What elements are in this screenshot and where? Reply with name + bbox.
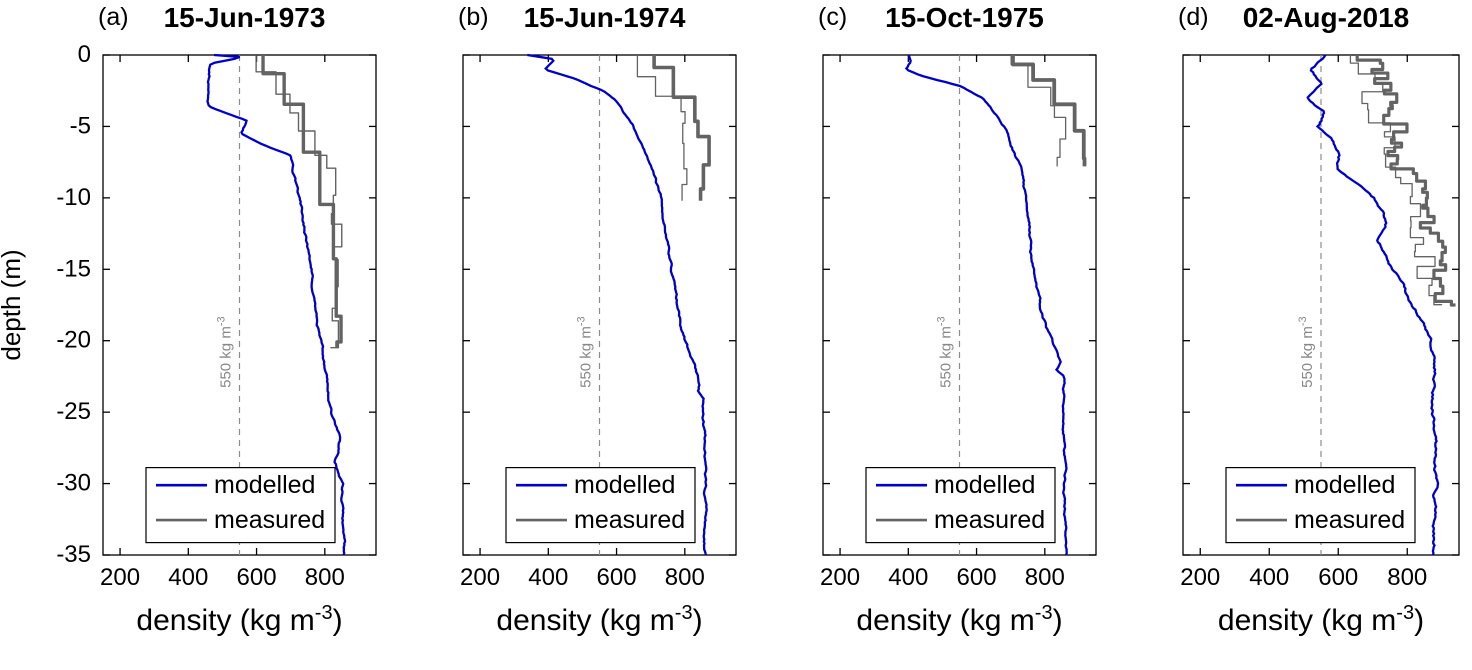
svg-text:600: 600 xyxy=(957,564,997,591)
svg-text:measured: measured xyxy=(574,506,685,534)
svg-text:400: 400 xyxy=(1249,564,1289,591)
svg-text:550 kg m-3: 550 kg m-3 xyxy=(1297,316,1316,387)
svg-text:-35: -35 xyxy=(56,541,91,568)
svg-text:(d): (d) xyxy=(1178,3,1209,31)
svg-text:modelled: modelled xyxy=(934,471,1035,499)
svg-text:-10: -10 xyxy=(56,184,91,211)
svg-text:600: 600 xyxy=(237,564,277,591)
svg-text:400: 400 xyxy=(168,564,208,591)
svg-text:density (kg m-3): density (kg m-3) xyxy=(856,602,1062,637)
svg-text:modelled: modelled xyxy=(1294,471,1395,499)
svg-text:02-Aug-2018: 02-Aug-2018 xyxy=(1243,2,1410,33)
svg-text:modelled: modelled xyxy=(214,471,315,499)
svg-text:depth (m): depth (m) xyxy=(0,249,26,360)
svg-text:15-Jun-1974: 15-Jun-1974 xyxy=(524,2,686,33)
svg-text:(a): (a) xyxy=(98,3,129,31)
svg-text:15-Oct-1975: 15-Oct-1975 xyxy=(885,2,1044,33)
svg-text:550 kg m-3: 550 kg m-3 xyxy=(936,316,955,387)
svg-text:200: 200 xyxy=(460,564,500,591)
svg-text:modelled: modelled xyxy=(574,471,675,499)
svg-text:density (kg m-3): density (kg m-3) xyxy=(496,602,702,637)
svg-text:density (kg m-3): density (kg m-3) xyxy=(136,602,342,637)
svg-text:-25: -25 xyxy=(56,398,91,425)
svg-text:550 kg m-3: 550 kg m-3 xyxy=(576,316,595,387)
svg-text:800: 800 xyxy=(1025,564,1065,591)
svg-text:800: 800 xyxy=(305,564,345,591)
svg-text:600: 600 xyxy=(597,564,637,591)
svg-text:-5: -5 xyxy=(70,112,91,139)
svg-text:600: 600 xyxy=(1318,564,1358,591)
svg-text:800: 800 xyxy=(665,564,705,591)
svg-text:measured: measured xyxy=(1294,506,1405,534)
svg-text:(c): (c) xyxy=(818,3,847,31)
svg-text:550 kg m-3: 550 kg m-3 xyxy=(216,316,235,387)
svg-text:-20: -20 xyxy=(56,327,91,354)
svg-text:measured: measured xyxy=(214,506,325,534)
svg-text:400: 400 xyxy=(528,564,568,591)
svg-text:-30: -30 xyxy=(56,470,91,497)
svg-text:density (kg m-3): density (kg m-3) xyxy=(1218,602,1424,637)
svg-text:-15: -15 xyxy=(56,255,91,282)
svg-text:800: 800 xyxy=(1387,564,1427,591)
svg-text:200: 200 xyxy=(1180,564,1220,591)
svg-text:15-Jun-1973: 15-Jun-1973 xyxy=(164,2,326,33)
svg-text:200: 200 xyxy=(100,564,140,591)
svg-text:(b): (b) xyxy=(458,3,489,31)
svg-text:400: 400 xyxy=(888,564,928,591)
svg-text:200: 200 xyxy=(820,564,860,591)
svg-text:0: 0 xyxy=(78,41,91,68)
svg-text:measured: measured xyxy=(934,506,1045,534)
